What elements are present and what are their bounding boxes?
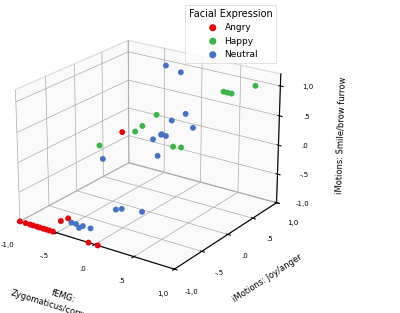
X-axis label: fEMG:
Zygomaticus/corrugator: fEMG: Zygomaticus/corrugator bbox=[10, 277, 114, 313]
Legend: Angry, Happy, Neutral: Angry, Happy, Neutral bbox=[186, 5, 276, 63]
Y-axis label: iMotions: Joy/anger: iMotions: Joy/anger bbox=[231, 252, 304, 304]
